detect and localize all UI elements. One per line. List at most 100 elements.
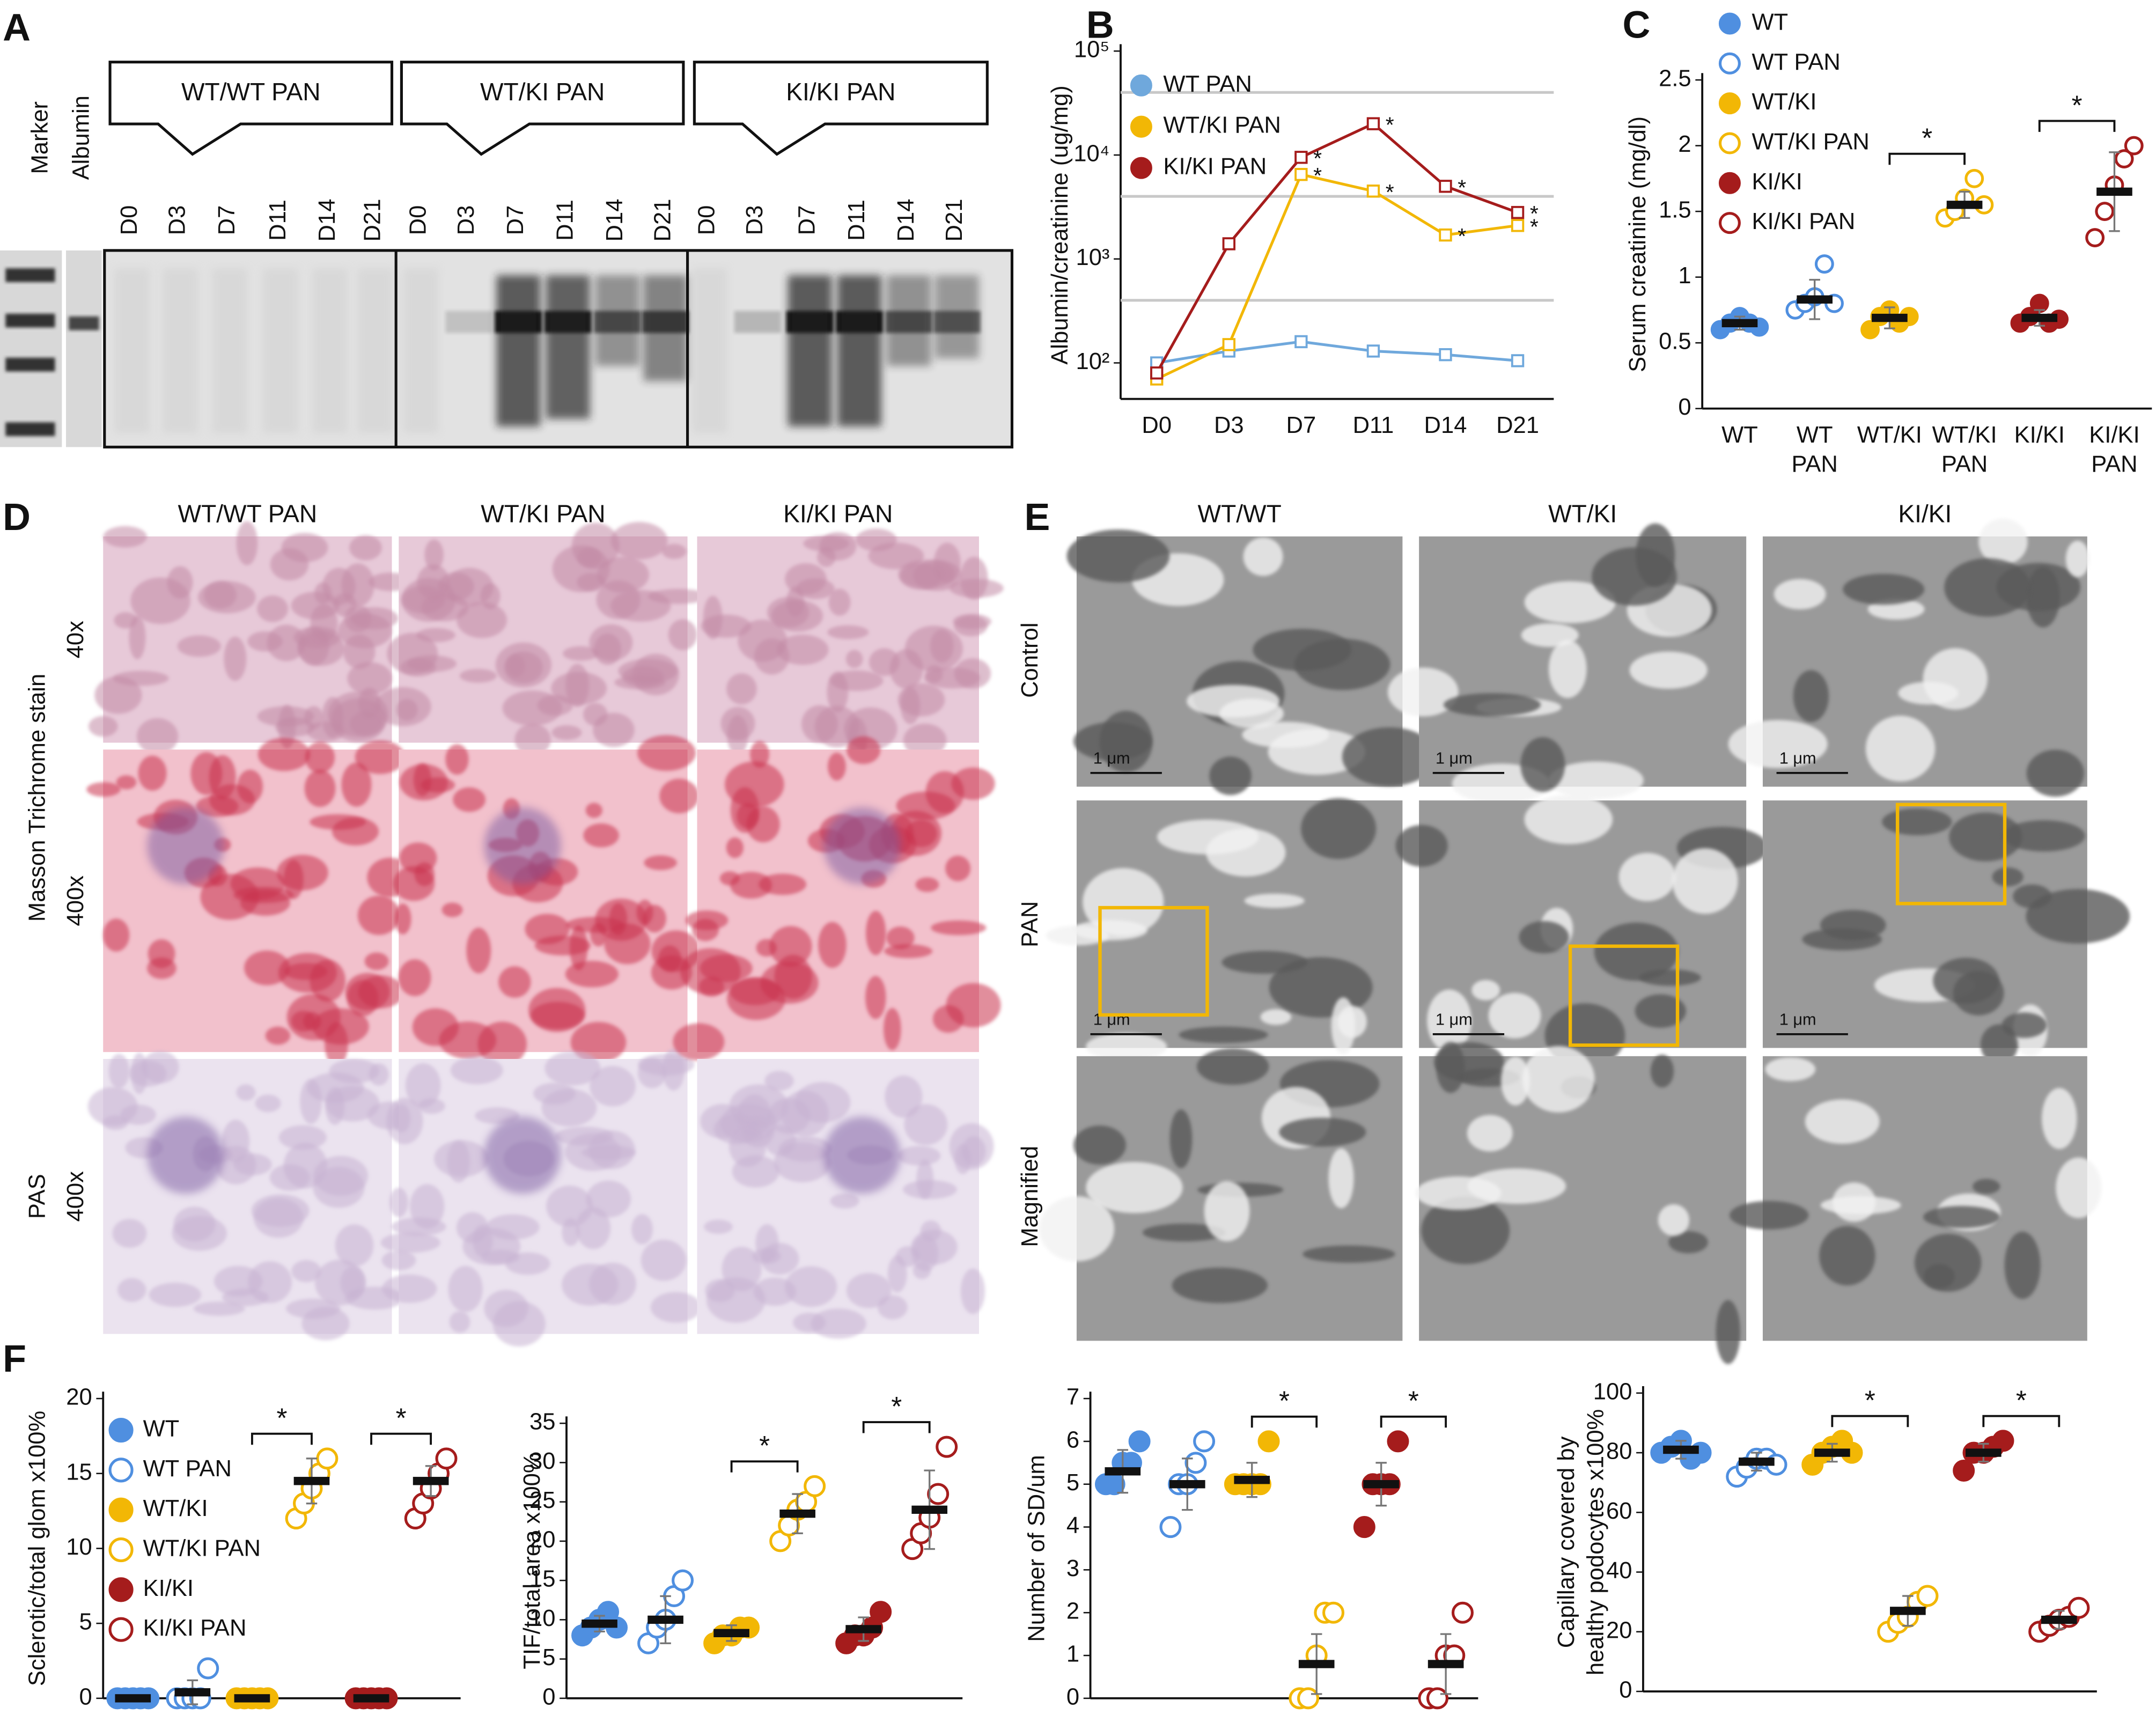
em-structure xyxy=(1519,921,1569,954)
point xyxy=(1222,338,1235,351)
group-name: WT/KI PAN xyxy=(480,78,605,106)
mean-bar xyxy=(845,1625,881,1633)
mean-bar xyxy=(779,1509,815,1518)
significance-bracket xyxy=(1831,1415,1909,1427)
em-structure xyxy=(1467,1115,1513,1152)
y-tick-label: 30 xyxy=(529,1448,555,1474)
glomerulus xyxy=(484,807,561,885)
tissue xyxy=(701,614,752,638)
em-structure xyxy=(1268,728,1366,775)
em-structure xyxy=(2065,540,2089,577)
mean-bar xyxy=(1427,1660,1464,1668)
tissue xyxy=(445,744,469,775)
tissue xyxy=(610,590,671,622)
legend-marker xyxy=(108,1537,134,1563)
tissue xyxy=(265,1026,291,1045)
legend-label: KI/KI xyxy=(1752,169,1802,195)
y-tick-label: 0 xyxy=(79,1684,92,1710)
tissue xyxy=(595,899,647,941)
significance-bracket xyxy=(862,1421,931,1433)
tissue xyxy=(931,920,987,936)
tissue xyxy=(818,922,847,968)
tissue xyxy=(445,568,494,607)
lane-faint xyxy=(211,268,248,433)
dot xyxy=(1128,1430,1151,1453)
lane-day: D3 xyxy=(165,205,190,235)
x-tick-label: WT PAN xyxy=(1792,422,1838,476)
dot xyxy=(927,1483,950,1505)
tissue xyxy=(448,1265,483,1312)
em-structure xyxy=(1944,558,2031,617)
y-tick-label: 0 xyxy=(1619,1677,1632,1703)
tissue xyxy=(764,1071,794,1091)
lane-day: D11 xyxy=(265,200,291,241)
tissue xyxy=(960,1268,985,1314)
mean-bar xyxy=(713,1629,749,1637)
lane-day: D0 xyxy=(116,205,142,235)
tissue xyxy=(394,903,411,934)
tissue xyxy=(673,1023,725,1061)
significance-bracket xyxy=(370,1432,432,1445)
tissue xyxy=(449,1311,470,1333)
significance: * xyxy=(276,1403,287,1433)
em-structure xyxy=(1204,1181,1250,1242)
significance-bracket xyxy=(1982,1415,2061,1427)
em-structure xyxy=(1629,651,1708,689)
significance: * xyxy=(2072,90,2083,120)
y-axis-label: Number of SD/um xyxy=(1024,1455,1050,1642)
tissue xyxy=(583,823,619,848)
point xyxy=(1222,237,1235,251)
point xyxy=(1366,184,1380,198)
legend-label: KI/KI PAN xyxy=(143,1615,247,1641)
em-structure xyxy=(1395,825,1448,867)
significance: * xyxy=(1408,1386,1419,1416)
y-tick-label: 0 xyxy=(1066,1684,1079,1710)
tissue xyxy=(405,1063,441,1108)
legend-marker xyxy=(1718,12,1741,35)
tissue xyxy=(450,1056,503,1085)
tissue xyxy=(300,1079,322,1124)
mean-bar xyxy=(1966,1448,2002,1457)
row-label: Magnified xyxy=(1017,1146,1043,1247)
tissue xyxy=(398,959,431,996)
tissue xyxy=(357,895,400,935)
y-tick-label: 10³ xyxy=(1076,245,1109,270)
tissue xyxy=(588,1262,636,1305)
group-box xyxy=(693,61,989,156)
dot xyxy=(1426,1687,1448,1710)
y-tick-label: 2 xyxy=(1678,131,1691,157)
tissue xyxy=(113,671,169,686)
x-tick-label: D14 xyxy=(1424,412,1467,438)
tissue xyxy=(120,1105,156,1125)
point xyxy=(1150,366,1164,380)
em-structure xyxy=(1793,670,1829,723)
dot xyxy=(870,1601,892,1623)
tissue xyxy=(269,1164,311,1191)
panel-letter: E xyxy=(1025,496,1050,539)
marker-band xyxy=(5,422,55,436)
y-axis-label: Albumin/creatinine (ug/mg) xyxy=(1047,85,1073,365)
em-structure xyxy=(1774,579,1826,609)
em-structure xyxy=(1436,1042,1465,1093)
legend-label: WT xyxy=(143,1416,180,1442)
em-structure xyxy=(1179,1026,1268,1043)
em-structure xyxy=(1260,1009,1292,1025)
mean-bar xyxy=(1872,313,1908,322)
legend-label: WT PAN xyxy=(1163,71,1252,97)
dot xyxy=(1297,1687,1320,1710)
panel-letter: F xyxy=(3,1337,26,1380)
mean-bar xyxy=(1739,1458,1775,1466)
legend-marker xyxy=(108,1417,134,1443)
significance: * xyxy=(1313,163,1322,188)
y-tick-label: 10 xyxy=(529,1606,555,1631)
tissue xyxy=(416,628,455,643)
zoom-box xyxy=(1098,906,1209,1017)
em-structure xyxy=(1592,547,1677,606)
tissue xyxy=(726,837,744,858)
tissue xyxy=(399,842,437,874)
y-tick-label: 5 xyxy=(542,1645,555,1670)
glomerulus xyxy=(823,807,901,885)
scale-bar-label: 1 μm xyxy=(1779,1010,1816,1028)
dot xyxy=(1992,1430,2014,1452)
tissue xyxy=(433,1140,489,1177)
